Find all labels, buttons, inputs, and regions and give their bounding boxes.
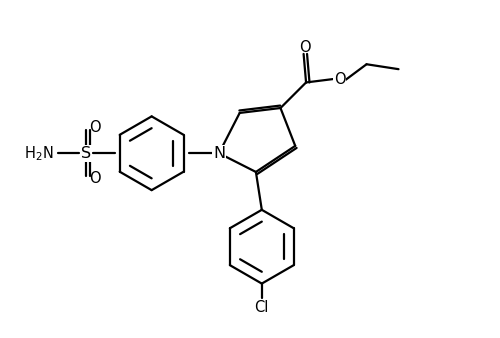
Text: O: O (300, 40, 311, 54)
Text: O: O (90, 171, 101, 186)
Text: N: N (213, 146, 225, 161)
Text: Cl: Cl (254, 300, 269, 315)
Text: O: O (334, 72, 345, 88)
Text: S: S (81, 146, 92, 161)
Text: H$_2$N: H$_2$N (24, 144, 54, 163)
Text: O: O (90, 120, 101, 135)
